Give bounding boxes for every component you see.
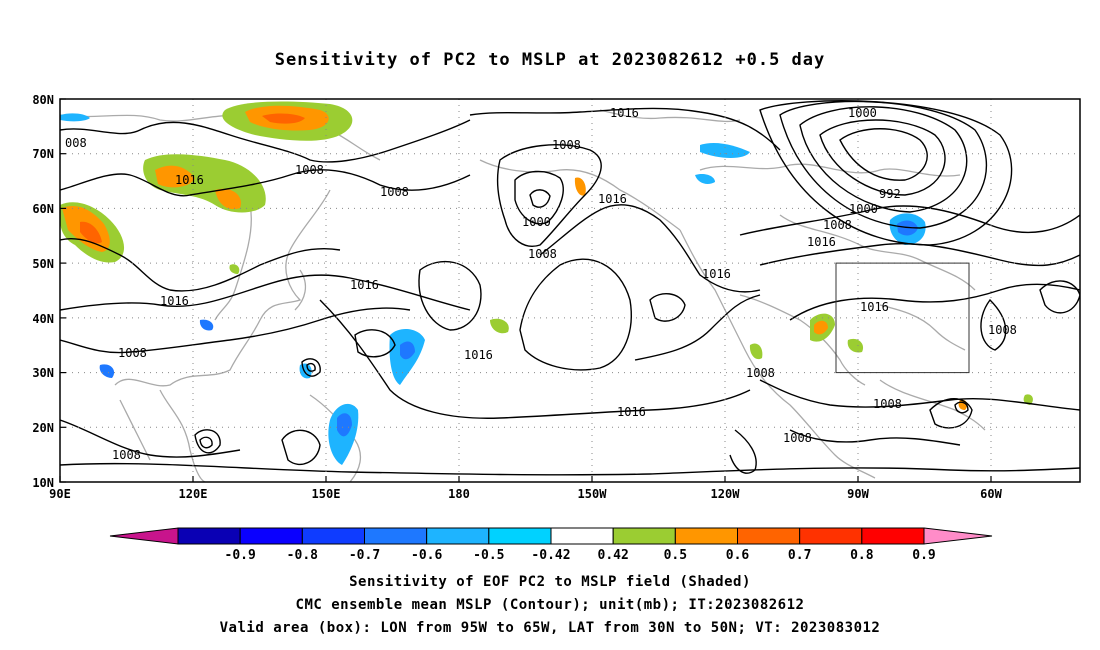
contour-label: 1000	[849, 202, 878, 216]
colorbar-swatch	[239, 527, 303, 545]
lon-label: 90E	[49, 487, 71, 501]
contour-label: 1016	[617, 405, 646, 419]
caption-line-3: Valid area (box): LON from 95W to 65W, L…	[219, 620, 881, 636]
contour-label: 1008	[118, 346, 147, 360]
gridlines	[60, 99, 1080, 482]
lat-label: 30N	[32, 366, 54, 380]
contour-label: 008	[65, 136, 87, 150]
lat-label: 20N	[32, 421, 54, 435]
colorbar-left-arrow	[109, 527, 179, 545]
colorbar-swatch	[426, 527, 490, 545]
contour-label: 1000	[848, 106, 877, 120]
plot-frame	[59, 98, 1081, 483]
contour-label: 1016	[350, 278, 379, 292]
colorbar-swatch	[799, 527, 863, 545]
colorbar-swatch	[612, 527, 676, 545]
caption-line-2: CMC ensemble mean MSLP (Contour); unit(m…	[295, 597, 805, 613]
colorbar-label: -0.6	[411, 548, 442, 563]
lon-label: 120E	[179, 487, 208, 501]
lat-label: 10N	[32, 476, 54, 490]
mslp-contours	[60, 100, 1080, 476]
contour-label: 1000	[522, 215, 551, 229]
lat-label: 40N	[32, 312, 54, 326]
colorbar-label: 0.42	[598, 548, 629, 563]
lat-label: 60N	[32, 202, 54, 216]
contour-label: 1016	[807, 235, 836, 249]
contour-label: 1016	[702, 267, 731, 281]
colorbar-label: 0.5	[664, 548, 687, 563]
contour-label: 1008	[528, 247, 557, 261]
colorbar-label: -0.8	[287, 548, 318, 563]
latitude-labels: 80N 70N 60N 50N 40N 30N 20N 10N	[32, 93, 54, 490]
colorbar-label: -0.9	[225, 548, 256, 563]
colorbar-swatch	[550, 527, 614, 545]
contour-label: 1008	[112, 448, 141, 462]
colorbar-label: -0.42	[531, 548, 570, 563]
colorbar-label: -0.7	[349, 548, 380, 563]
colorbar-label: -0.5	[473, 548, 504, 563]
colorbar-right-arrow	[923, 527, 993, 545]
contour-label: 1016	[464, 348, 493, 362]
contour-label: 1008	[988, 323, 1017, 337]
contour-label: 1008	[295, 163, 324, 177]
colorbar-swatch	[301, 527, 366, 545]
map-title: Sensitivity of PC2 to MSLP at 2023082612…	[274, 50, 826, 70]
lon-label: 180	[448, 487, 470, 501]
valid-area-box	[835, 262, 970, 374]
contour-label-group: 008 1016 1008 1008 1016 1008 1000 1008 1…	[65, 106, 1017, 462]
colorbar-swatch	[674, 527, 738, 545]
contour-label: 1016	[610, 106, 639, 120]
lon-label: 60W	[980, 487, 1002, 501]
colorbar-label: 0.8	[850, 548, 874, 563]
contour-label: 1016	[175, 173, 204, 187]
caption-line-1: Sensitivity of EOF PC2 to MSLP field (Sh…	[349, 574, 751, 590]
colorbar-label: 0.6	[726, 548, 750, 563]
lon-label: 150W	[578, 487, 608, 501]
latitude-axis	[60, 98, 66, 483]
colorbar-swatch	[488, 527, 552, 545]
lon-label: 150E	[312, 487, 341, 501]
longitude-labels: 90E 120E 150E 180 150W 120W 90W 60W	[49, 487, 1002, 501]
lat-label: 80N	[32, 93, 54, 107]
colorbar-label: 0.7	[788, 548, 811, 563]
contour-label: 1008	[380, 185, 409, 199]
lat-label: 70N	[32, 147, 54, 161]
contour-label: 1016	[860, 300, 889, 314]
longitude-axis	[59, 476, 992, 482]
colorbar-swatch	[737, 527, 801, 545]
lat-label: 50N	[32, 257, 54, 271]
colorbar-swatch	[861, 527, 925, 545]
colorbar-swatch	[364, 527, 428, 545]
contour-label: 1008	[746, 366, 775, 380]
colorbar-label: 0.9	[912, 548, 935, 563]
lon-label: 90W	[847, 487, 869, 501]
contour-label: 1008	[552, 138, 581, 152]
contour-label: 1008	[873, 397, 902, 411]
contour-label: 1008	[823, 218, 852, 232]
contour-label: 992	[879, 187, 901, 201]
lon-label: 120W	[711, 487, 741, 501]
contour-label: 1016	[160, 294, 189, 308]
colorbar-swatch	[177, 527, 241, 545]
contour-label: 1008	[783, 431, 812, 445]
sensitivity-shading	[60, 101, 1033, 465]
colorbar: -0.9 -0.8 -0.7 -0.6 -0.5 -0.42 0.42 0.5 0.6 0.7 0.…	[109, 527, 993, 563]
contour-label: 1016	[598, 192, 627, 206]
